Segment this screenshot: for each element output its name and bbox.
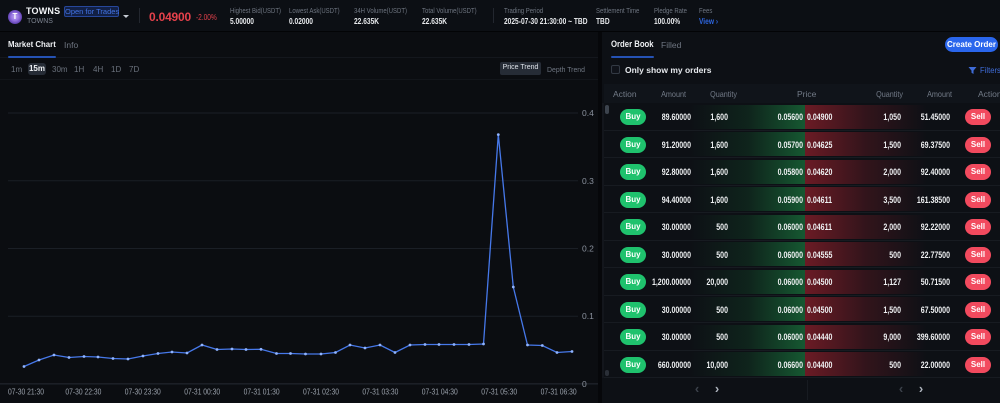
- svg-text:07-30 23:30: 07-30 23:30: [125, 387, 161, 397]
- svg-text:07-31 04:30: 07-31 04:30: [422, 387, 458, 397]
- svg-text:0.3: 0.3: [582, 176, 594, 186]
- svg-text:0: 0: [582, 379, 587, 389]
- svg-text:07-31 03:30: 07-31 03:30: [362, 387, 398, 397]
- svg-text:07-31 06:30: 07-31 06:30: [541, 387, 577, 397]
- svg-text:0.4: 0.4: [582, 108, 594, 118]
- svg-text:07-31 01:30: 07-31 01:30: [244, 387, 280, 397]
- svg-text:07-30 21:30: 07-30 21:30: [8, 387, 44, 397]
- svg-text:0.2: 0.2: [582, 244, 594, 254]
- svg-text:07-31 05:30: 07-31 05:30: [481, 387, 517, 397]
- svg-text:07-31 00:30: 07-31 00:30: [184, 387, 220, 397]
- svg-text:07-31 02:30: 07-31 02:30: [303, 387, 339, 397]
- svg-text:0.1: 0.1: [582, 311, 594, 321]
- svg-text:07-30 22:30: 07-30 22:30: [65, 387, 101, 397]
